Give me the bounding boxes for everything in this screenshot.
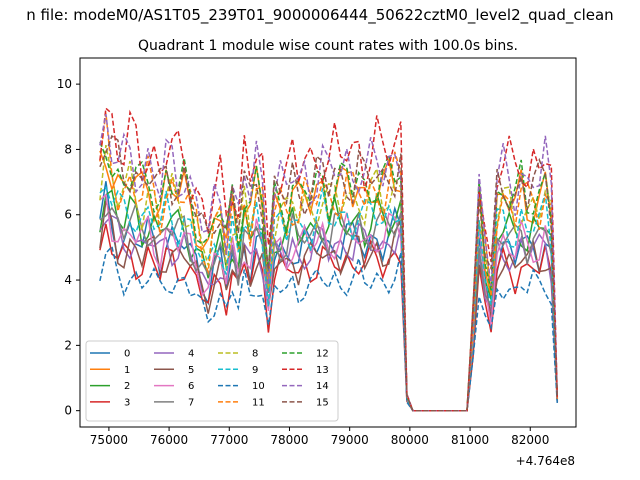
y-axis: 0 2 4 6 8 10 bbox=[57, 77, 80, 418]
x-tick-label: 76000 bbox=[150, 433, 188, 447]
x-axis-offset-text: +4.764e8 bbox=[516, 454, 575, 468]
y-tick-label: 10 bbox=[57, 77, 72, 91]
legend-label: 0 bbox=[124, 349, 130, 360]
legend-label: 6 bbox=[188, 381, 194, 392]
x-tick-label: 81000 bbox=[451, 433, 489, 447]
x-tick-label: 80000 bbox=[391, 433, 429, 447]
x-tick-label: 82000 bbox=[511, 433, 549, 447]
series-line-15 bbox=[99, 134, 559, 412]
x-tick-label: 78000 bbox=[270, 433, 308, 447]
legend-label: 11 bbox=[252, 397, 265, 408]
series-line-8 bbox=[99, 144, 559, 412]
legend-label: 7 bbox=[188, 397, 194, 408]
legend-label: 10 bbox=[252, 381, 265, 392]
y-tick-label: 4 bbox=[64, 273, 72, 287]
legend-label: 1 bbox=[124, 365, 130, 376]
chart-title: Quadrant 1 module wise count rates with … bbox=[138, 38, 518, 54]
figure-suptitle: n file: modeM0/AS1T05_239T01_9000006444_… bbox=[26, 6, 613, 25]
y-tick-label: 6 bbox=[64, 208, 72, 222]
legend-label: 13 bbox=[316, 365, 329, 376]
plot-frame bbox=[79, 57, 577, 428]
series-group bbox=[99, 106, 559, 412]
series-line-10 bbox=[99, 245, 559, 412]
legend-label: 5 bbox=[188, 365, 194, 376]
x-tick-label: 75000 bbox=[90, 433, 128, 447]
y-tick-label: 8 bbox=[64, 142, 72, 156]
legend-label: 4 bbox=[188, 349, 194, 360]
series-line-14 bbox=[99, 113, 559, 412]
x-tick-label: 77000 bbox=[210, 433, 248, 447]
legend-label: 15 bbox=[316, 397, 329, 408]
legend-label: 14 bbox=[316, 381, 329, 392]
y-tick-label: 2 bbox=[64, 338, 72, 352]
legend-label: 8 bbox=[252, 349, 258, 360]
y-tick-label: 0 bbox=[64, 404, 72, 418]
series-line-7 bbox=[99, 200, 559, 412]
legend-box bbox=[85, 340, 339, 422]
x-tick-label: 79000 bbox=[331, 433, 369, 447]
x-axis: 75000 76000 77000 78000 79000 80000 81000 82000 bbox=[90, 427, 549, 447]
legend-label: 2 bbox=[124, 381, 130, 392]
legend-label: 3 bbox=[124, 397, 130, 408]
legend-label: 12 bbox=[316, 349, 329, 360]
legend-label: 9 bbox=[252, 365, 258, 376]
series-line-9 bbox=[99, 185, 559, 412]
